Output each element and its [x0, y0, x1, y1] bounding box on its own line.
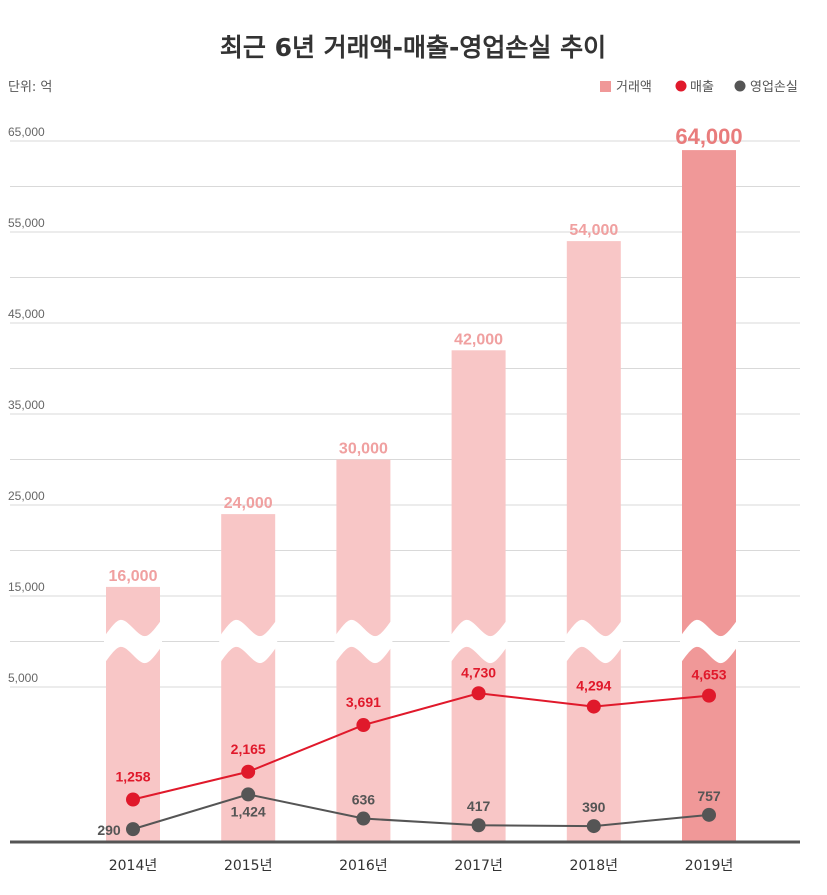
y-tick-label: 25,000: [8, 489, 45, 503]
bar-value-label: 16,000: [109, 568, 158, 585]
y-tick-label: 45,000: [8, 307, 45, 321]
axis-break-wave: [219, 619, 278, 664]
x-tick-label: 2018년: [570, 858, 619, 874]
line-value-label: 1,424: [231, 803, 266, 819]
line-point: [471, 818, 486, 833]
x-tick-label: 2017년: [454, 858, 503, 874]
series-lines: [126, 686, 716, 837]
legend-swatch-operating-loss: [734, 80, 746, 92]
line-point: [126, 792, 140, 807]
axis-break-wave: [680, 619, 738, 664]
line-value-label: 3,691: [346, 694, 381, 710]
line-point: [586, 699, 601, 714]
x-axis-ticks: 2014년 2015년 2016년 2017년 2018년 2019년: [109, 858, 734, 874]
line-point: [241, 787, 256, 802]
line-value-label: 290: [97, 822, 121, 838]
line-point: [586, 819, 601, 834]
axis-breaks: [104, 619, 738, 664]
bars: [106, 150, 736, 843]
line-point: [702, 688, 716, 703]
line-value-label: 417: [467, 798, 491, 814]
bar: [451, 350, 506, 842]
axis-break-wave: [449, 619, 508, 664]
bar-value-label: 30,000: [339, 441, 388, 458]
line-point: [356, 811, 371, 826]
x-tick-label: 2014년: [109, 858, 158, 874]
y-tick-label: 5,000: [8, 671, 38, 685]
chart-title: 최근 6년 거래액-매출-영업손실 추이: [220, 33, 606, 62]
legend-label-transaction: 거래액: [616, 80, 652, 95]
unit-label: 단위: 억: [8, 80, 52, 95]
line-point: [356, 718, 371, 733]
line-value-label: 4,294: [576, 678, 611, 694]
bar-value-label: 24,000: [224, 495, 273, 512]
line-value-label: 4,730: [461, 664, 496, 680]
axis-break-wave: [334, 619, 393, 664]
bar: [682, 150, 736, 843]
line-value-label: 390: [582, 799, 606, 815]
y-axis-ticks: 65,000 55,000 45,000 35,000 25,000 15,000 5,00…: [8, 125, 45, 685]
line-value-label: 4,653: [691, 667, 726, 683]
legend-label-operating-loss: 영업손실: [750, 80, 798, 95]
line-point: [241, 764, 256, 779]
line-value-label: 1,258: [115, 769, 150, 785]
legend-swatch-sales: [675, 80, 687, 92]
data-labels: 16,000 24,000 30,000 42,000 54,000 64,000 1,25…: [97, 124, 742, 838]
line-point: [471, 686, 486, 701]
line-point: [126, 822, 140, 837]
operating-loss-line: [132, 793, 710, 831]
axis-break-wave: [564, 619, 623, 664]
x-tick-label: 2019년: [685, 858, 734, 874]
line-value-label: 636: [352, 792, 376, 808]
axis-break-wave: [104, 619, 162, 664]
y-tick-label: 35,000: [8, 398, 45, 412]
x-tick-label: 2015년: [224, 858, 273, 874]
line-value-label: 757: [697, 788, 721, 804]
y-tick-label: 55,000: [8, 216, 45, 230]
bar-value-label: 64,000: [675, 124, 742, 149]
legend-swatch-transaction: [600, 81, 611, 92]
bar-value-label: 54,000: [569, 222, 618, 239]
y-tick-label: 15,000: [8, 580, 45, 594]
x-tick-label: 2016년: [339, 858, 388, 874]
line-point: [702, 807, 716, 822]
y-tick-label: 65,000: [8, 125, 45, 139]
legend: 거래액 매출 영업손실: [600, 80, 798, 95]
legend-label-sales: 매출: [690, 80, 714, 95]
sales-line: [132, 692, 710, 801]
bar: [566, 241, 621, 843]
bar: [221, 514, 276, 842]
line-value-label: 2,165: [231, 741, 266, 757]
bar-value-label: 42,000: [454, 331, 503, 348]
